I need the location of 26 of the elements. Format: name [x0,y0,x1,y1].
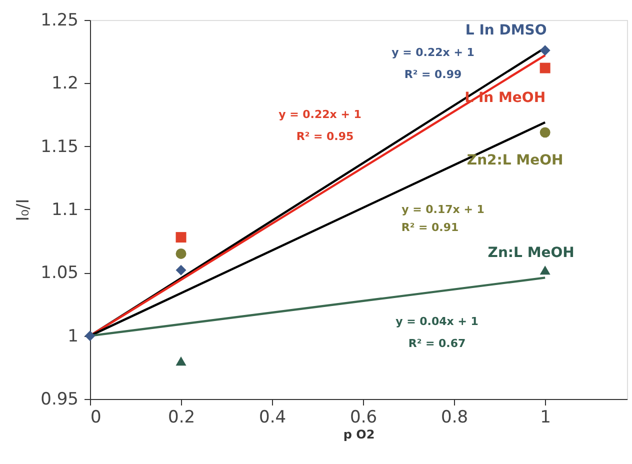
x-tick-label: 0.4 [259,408,286,428]
x-tick-label: 1 [540,408,551,428]
annotation: y = 0.17x + 1 [402,203,484,216]
x-tick-label: 0.8 [441,408,468,428]
series-label: L In DMSO [465,22,547,38]
x-tick-label: 0 [90,408,102,428]
x-axis-title: p O2 [343,428,375,442]
annotation: y = 0.22x + 1 [278,108,362,121]
annotation: R² = 0.99 [404,68,462,81]
x-tick-label: 0.2 [168,408,196,428]
x-tick-label: 0.6 [350,408,378,428]
series-label: Zn2:L MeOH [466,152,564,168]
y-tick-label: 1.25 [40,10,78,30]
y-tick-label: 1 [68,326,78,346]
annotation: y = 0.04x + 1 [396,315,478,328]
y-axis-title: I₀/I [14,198,34,222]
y-tick-label: 1.05 [40,263,78,284]
annotation: y = 0.22x + 1 [392,46,474,59]
y-tick-label: 1.2 [51,74,78,94]
annotation: R² = 0.91 [401,221,459,234]
y-tick-label: 0.95 [40,390,78,410]
y-tick-label: 1.1 [51,200,78,220]
series-label: Zn:L MeOH [488,245,574,262]
y-tick-label: 1.15 [40,136,78,157]
annotation: R² = 0.67 [408,337,466,350]
annotation: R² = 0.95 [296,130,354,143]
